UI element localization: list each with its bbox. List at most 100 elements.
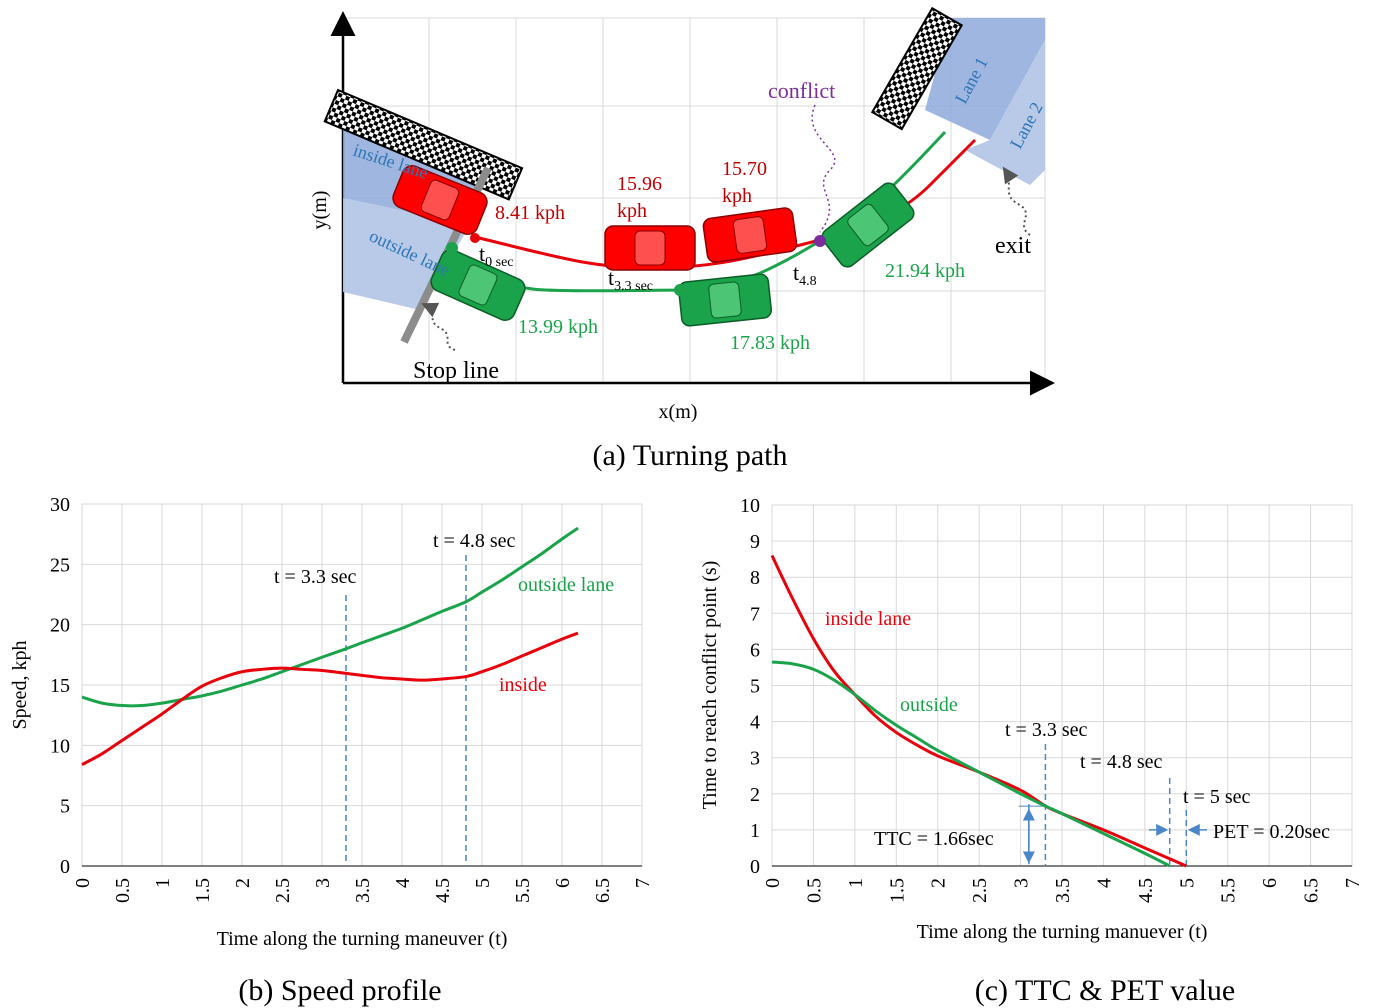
entry-checker-bar <box>323 88 524 201</box>
speed-grid <box>81 503 643 867</box>
speed-title: (b) Speed profile <box>238 974 441 1007</box>
panel-a-caption: (a) Turning path <box>593 439 788 472</box>
outside-car-t0 <box>430 249 526 321</box>
y-tick-label: 10 <box>740 495 760 517</box>
x-tick-label: 6.5 <box>592 878 614 903</box>
inside-speed-t48-value: 15.70 <box>722 158 767 180</box>
x-tick-label: 1 <box>845 878 867 888</box>
x-tick-label: 0.5 <box>803 878 825 903</box>
vline-label: t = 3.3 sec <box>274 566 356 588</box>
y-tick-label: 6 <box>750 639 760 661</box>
y-tick-label: 3 <box>750 748 760 770</box>
x-tick-label: 1.5 <box>192 878 214 903</box>
series-line-inside-lane <box>770 554 1187 868</box>
exit-pointer <box>1002 166 1031 236</box>
ttc-grid <box>771 504 1353 867</box>
outside-t33-dot <box>674 284 686 296</box>
conflict-label: conflict <box>768 78 835 103</box>
speed-ylabel: Speed, kph <box>9 641 31 730</box>
x-tick-label: 3.5 <box>1052 878 1074 903</box>
x-tick-label: 4 <box>1093 878 1115 888</box>
outside-speed-t48: 21.94 kph <box>885 260 965 282</box>
inside-car-t0 <box>392 165 488 235</box>
ttc-title: (c) TTC & PET value <box>975 974 1236 1007</box>
y-tick-label: 1 <box>750 820 760 842</box>
ttc-legend-inside: inside lane <box>825 608 911 630</box>
series-line-inside <box>81 631 579 766</box>
inside-car-t33 <box>604 225 696 271</box>
speed-xlabel: Time along the turning maneuver (t) <box>217 928 508 950</box>
time-label-t48: t4.8 <box>793 260 817 289</box>
outside-car-t48 <box>821 182 915 268</box>
speed-profile-chart: 0 0.5 1 1.5 2 2.5 3 3.5 4 4.5 5 5.5 6 6.5 7 0 5 10 15 20 25 3… <box>9 494 654 1007</box>
series-line-outside-lane <box>81 526 579 708</box>
stop-line-label: Stop line <box>413 358 499 384</box>
panel-a-ylabel: y(m) <box>309 191 331 230</box>
series-line-outside <box>771 660 1171 868</box>
inside-speed-t33-value: 15.96 <box>617 173 662 195</box>
conflict-pointer <box>811 104 836 233</box>
conflict-dot <box>814 235 826 247</box>
x-tick-label: 5.5 <box>512 878 534 903</box>
x-tick-label: 1.5 <box>886 878 908 903</box>
x-tick-label: 4.5 <box>432 878 454 903</box>
vline-label: t = 4.8 sec <box>433 530 515 552</box>
x-tick-label: 3.5 <box>352 878 374 903</box>
outside-car-t33 <box>677 273 773 327</box>
y-tick-label: 9 <box>750 531 760 553</box>
pet-value-label: PET = 0.20sec <box>1213 821 1330 843</box>
x-tick-label: 6 <box>552 878 574 888</box>
y-tick-label: 5 <box>750 676 760 698</box>
x-tick-label: 2 <box>232 878 254 888</box>
ttc-value-label: TTC = 1.66sec <box>874 828 994 850</box>
y-tick-label: 0 <box>750 856 760 878</box>
time-label-t0: t0 sec <box>479 241 514 270</box>
speed-legend-inside: inside <box>499 674 547 696</box>
y-tick-label: 2 <box>750 784 760 806</box>
time-label-t33: t3.3 sec <box>608 265 653 294</box>
exit-label: exit <box>995 233 1031 259</box>
y-tick-label: 4 <box>750 712 760 734</box>
y-tick-label: 7 <box>750 603 760 625</box>
x-tick-label: 0.5 <box>112 878 134 903</box>
ttc-xlabel: Time along the turning manuever (t) <box>917 921 1208 943</box>
vline-label: t = 3.3 sec <box>1005 719 1087 741</box>
ttc-ylabel: Time to reach conflict point (s) <box>699 561 721 810</box>
y-tick-label: 8 <box>750 567 760 589</box>
x-tick-label: 6 <box>1259 878 1281 888</box>
lane2-area <box>965 40 1045 185</box>
speed-series <box>81 526 579 766</box>
outside-t0-dot <box>446 242 458 254</box>
y-tick-label: 20 <box>50 615 70 637</box>
x-tick-label: 6.5 <box>1301 878 1323 903</box>
lane1-area <box>925 18 1045 140</box>
x-tick-label: 2 <box>928 878 950 888</box>
x-tick-label: 3 <box>312 878 334 888</box>
x-tick-label: 3 <box>1011 878 1033 888</box>
x-tick-label: 7 <box>632 878 654 888</box>
ttc-pet-chart: 0 0.5 1 1.5 2 2.5 3 3.5 4 4.5 5 5.5 6 6.5 7 0 1 2 3 4 5 6 7 8 9 1… <box>699 495 1364 1007</box>
outside-speed-t0: 13.99 kph <box>518 316 598 338</box>
ttc-legend-outside: outside <box>900 694 958 716</box>
panel-a-xlabel: x(m) <box>659 401 698 423</box>
y-tick-label: 30 <box>50 494 70 516</box>
panel-a-turning-path: x(m) y(m) <box>309 6 1055 472</box>
y-tick-label: 15 <box>50 675 70 697</box>
outside-speed-t33: 17.83 kph <box>730 332 810 354</box>
y-tick-label: 10 <box>50 735 70 757</box>
y-tick-label: 25 <box>50 554 70 576</box>
x-tick-label: 0 <box>762 878 784 888</box>
y-tick-label: 5 <box>60 796 70 818</box>
x-tick-label: 2.5 <box>272 878 294 903</box>
exit-checker-bar <box>870 6 964 131</box>
speed-annotations: t = 3.3 sec t = 4.8 sec <box>274 530 515 866</box>
x-tick-label: 4.5 <box>1135 878 1157 903</box>
speed-tick-labels: 0 0.5 1 1.5 2 2.5 3 3.5 4 4.5 5 5.5 6 6.5 7 0 5 10 15 20 25 3… <box>50 494 654 903</box>
inside-car-t48 <box>702 207 798 263</box>
x-tick-label: 2.5 <box>969 878 991 903</box>
x-tick-label: 1 <box>152 878 174 888</box>
vline-label: t = 5 sec <box>1183 786 1250 808</box>
inside-t0-dot <box>470 233 480 243</box>
inside-speed-t48-unit: kph <box>722 185 752 207</box>
